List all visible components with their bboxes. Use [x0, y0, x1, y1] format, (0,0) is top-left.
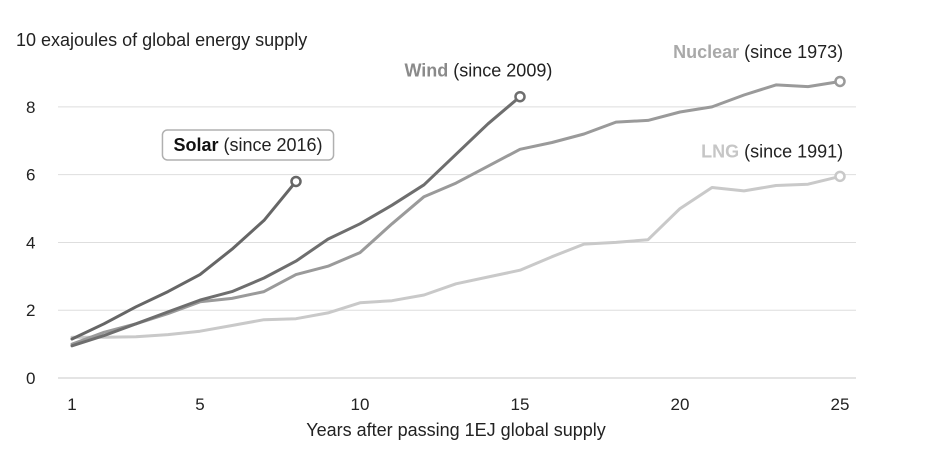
series-line-lng — [70, 174, 842, 339]
series-label-text-wind: Wind (since 2009) — [404, 60, 552, 80]
series-since-nuclear: (since 1973) — [739, 42, 843, 62]
series-name-lng: LNG — [701, 142, 739, 162]
x-tick-labels: 1 5 10 15 20 25 — [67, 395, 849, 414]
x-tick-label: 20 — [671, 395, 690, 414]
x-axis-title: Years after passing 1EJ global supply — [306, 420, 606, 440]
grid — [58, 106, 856, 379]
series-since-solar: (since 2016) — [218, 135, 322, 155]
x-tick-label: 15 — [511, 395, 530, 414]
x-tick-label: 10 — [351, 395, 370, 414]
series-label-box-solar — [161, 129, 335, 161]
series-labels: Solar (since 2016) Wind (since 2009) Nucle… — [161, 42, 843, 162]
end-marker-wind — [514, 90, 526, 103]
y-tick-label: 6 — [26, 166, 35, 185]
series-label-lng: LNG (since 1991) — [701, 142, 843, 162]
series-name-wind: Wind — [404, 60, 448, 80]
series-label-text-lng: LNG (since 1991) — [701, 142, 843, 162]
x-tick-label: 25 — [831, 395, 850, 414]
series-line-wind — [70, 95, 522, 348]
end-marker-lng — [834, 170, 846, 183]
series-line-nuclear — [70, 80, 842, 346]
series-since-wind: (since 2009) — [448, 60, 552, 80]
series-line-solar — [70, 179, 298, 341]
end-marker-solar — [290, 175, 302, 188]
series-label-text-solar: Solar (since 2016) — [173, 135, 322, 155]
series-group — [70, 75, 846, 348]
series-since-lng: (since 1991) — [739, 142, 843, 162]
series-label-solar: Solar (since 2016) — [161, 129, 335, 161]
y-tick-label: 4 — [26, 233, 35, 252]
y-tick-label: 8 — [26, 98, 35, 117]
end-marker-nuclear — [834, 75, 846, 88]
series-name-solar: Solar — [173, 135, 218, 155]
y-tick-label: 2 — [26, 301, 35, 320]
series-label-text-nuclear: Nuclear (since 1973) — [673, 42, 843, 62]
series-name-nuclear: Nuclear — [673, 42, 739, 62]
series-label-wind: Wind (since 2009) — [404, 60, 552, 80]
y-axis-title: 10 exajoules of global energy supply — [16, 30, 307, 50]
y-tick-labels: 0 2 4 6 8 — [26, 98, 35, 388]
x-tick-label: 5 — [195, 395, 204, 414]
y-tick-label: 0 — [26, 369, 35, 388]
series-label-nuclear: Nuclear (since 1973) — [673, 42, 843, 62]
x-tick-label: 1 — [67, 395, 76, 414]
